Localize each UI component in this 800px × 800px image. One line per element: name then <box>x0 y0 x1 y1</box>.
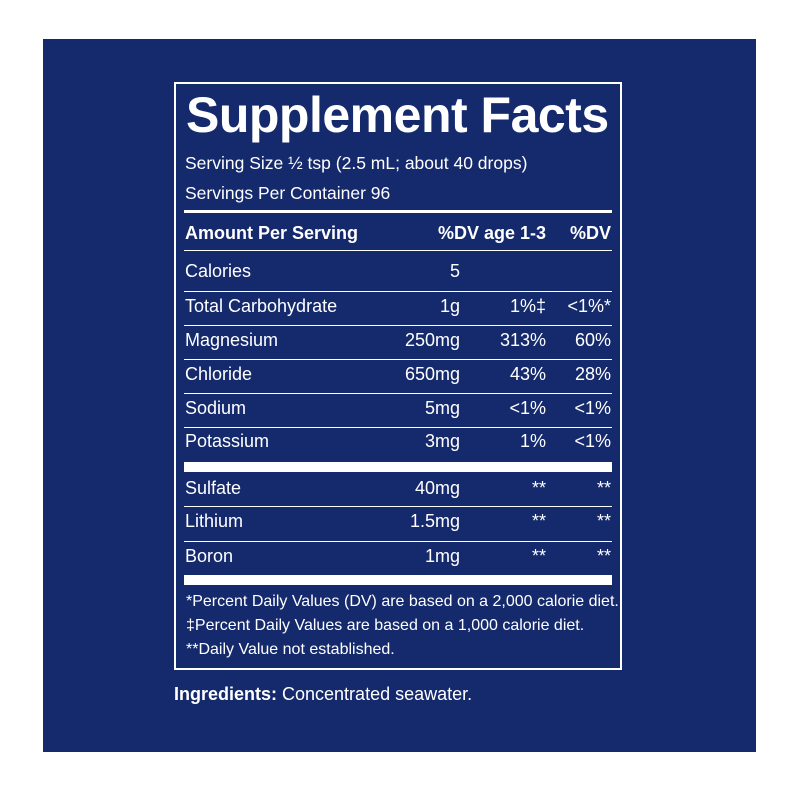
divider <box>184 427 612 428</box>
nutrient-name: Potassium <box>185 431 270 451</box>
footnote: ‡Percent Daily Values are based on a 1,0… <box>186 617 585 634</box>
column-header-row: Amount Per Serving %DV age 1-3 %DV <box>185 218 611 248</box>
ingredients-text: Concentrated seawater. <box>277 684 473 704</box>
nutrient-name: Chloride <box>185 364 253 384</box>
facts-title: Supplement Facts <box>186 87 609 143</box>
table-row: Lithium 1.5mg ** ** <box>185 505 611 538</box>
ingredients-line: Ingredients: Concentrated seawater. <box>174 684 472 705</box>
divider <box>184 250 612 251</box>
ingredients-label: Ingredients: <box>174 684 278 704</box>
nutrient-dv-age: 43% <box>509 364 546 384</box>
table-row: Boron 1mg ** ** <box>185 540 611 573</box>
nutrient-dv-age: <1% <box>509 398 546 418</box>
nutrient-name: Lithium <box>185 511 244 531</box>
divider <box>184 325 612 326</box>
nutrient-dv-age: ** <box>531 546 546 566</box>
nutrient-dv: ** <box>596 478 611 498</box>
nutrient-dv: <1% <box>574 398 611 418</box>
table-row: Sulfate 40mg ** ** <box>185 472 611 505</box>
divider <box>184 541 612 542</box>
table-row: Magnesium 250mg 313% 60% <box>185 324 611 357</box>
nutrient-dv-age: ** <box>531 478 546 498</box>
servings-per-container: Servings Per Container 96 <box>185 183 391 203</box>
nutrient-name: Calories <box>185 261 252 281</box>
table-row: Total Carbohydrate 1g 1%‡ <1%* <box>185 290 611 323</box>
header-dv-age: %DV age 1-3 <box>437 223 546 243</box>
nutrient-dv-age: 1%‡ <box>509 296 546 316</box>
nutrient-name: Sodium <box>185 398 247 418</box>
divider <box>184 393 612 394</box>
nutrient-dv: <1% <box>574 431 611 451</box>
nutrient-name: Magnesium <box>185 330 279 350</box>
divider <box>184 359 612 360</box>
table-row: Chloride 650mg 43% 28% <box>185 358 611 391</box>
nutrient-amount: 1mg <box>424 546 460 566</box>
nutrient-dv: 28% <box>574 364 611 384</box>
divider-thick <box>184 210 612 213</box>
divider <box>184 291 612 292</box>
footnotes: *Percent Daily Values (DV) are based on … <box>186 590 619 662</box>
nutrient-name: Boron <box>185 546 234 566</box>
nutrient-amount: 40mg <box>414 478 460 498</box>
footnote: *Percent Daily Values (DV) are based on … <box>186 593 619 610</box>
table-row: Potassium 3mg 1% <1% <box>185 425 611 458</box>
divider-thick <box>184 462 612 472</box>
nutrient-dv: <1%* <box>567 296 611 316</box>
header-dv: %DV <box>569 223 611 243</box>
table-row: Sodium 5mg <1% <1% <box>185 392 611 425</box>
nutrient-amount: 1g <box>439 296 460 316</box>
nutrient-dv: ** <box>596 546 611 566</box>
nutrient-amount: 5mg <box>424 398 460 418</box>
supplement-facts-panel: Supplement Facts Serving Size ½ tsp (2.5… <box>174 82 622 670</box>
header-amount-per-serving: Amount Per Serving <box>185 223 359 243</box>
nutrient-dv: ** <box>596 511 611 531</box>
nutrient-dv: 60% <box>574 330 611 350</box>
label-background <box>43 39 756 752</box>
nutrient-dv-age: ** <box>531 511 546 531</box>
nutrient-amount: 5 <box>449 261 460 281</box>
nutrient-amount: 250mg <box>404 330 460 350</box>
divider-thick <box>184 575 612 585</box>
footnote: **Daily Value not established. <box>186 641 395 658</box>
nutrient-amount: 1.5mg <box>409 511 460 531</box>
nutrient-dv-age: 1% <box>519 431 546 451</box>
nutrient-name: Total Carbohydrate <box>185 296 338 316</box>
serving-size: Serving Size ½ tsp (2.5 mL; about 40 dro… <box>185 153 528 173</box>
divider <box>184 506 612 507</box>
nutrient-dv-age: 313% <box>499 330 546 350</box>
nutrient-amount: 650mg <box>404 364 460 384</box>
nutrient-name: Sulfate <box>185 478 242 498</box>
table-row: Calories 5 <box>185 255 611 288</box>
nutrient-amount: 3mg <box>424 431 460 451</box>
